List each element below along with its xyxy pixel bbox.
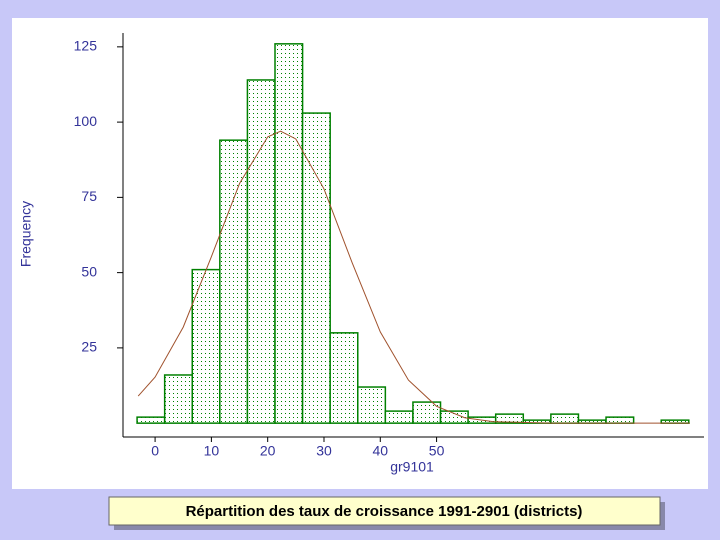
y-tick-label: 25 bbox=[81, 339, 97, 355]
bar bbox=[219, 139, 249, 424]
bar bbox=[605, 416, 635, 424]
x-tick-label: 10 bbox=[204, 443, 220, 459]
caption: Répartition des taux de croissance 1991-… bbox=[186, 503, 583, 520]
bar bbox=[301, 112, 331, 424]
x-tick-label: 0 bbox=[151, 443, 159, 459]
y-axis-label: Frequency bbox=[18, 201, 34, 267]
x-axis-label: gr9101 bbox=[390, 459, 434, 475]
y-tick-label: 50 bbox=[81, 263, 97, 279]
bar bbox=[412, 401, 442, 424]
bar bbox=[329, 332, 359, 424]
x-tick-label: 50 bbox=[429, 443, 445, 459]
bar bbox=[274, 43, 304, 424]
y-tick-label: 75 bbox=[81, 188, 97, 204]
bar bbox=[384, 410, 414, 424]
bar bbox=[357, 386, 387, 424]
y-tick-label: 100 bbox=[74, 113, 98, 129]
bar bbox=[550, 413, 580, 424]
x-tick-label: 40 bbox=[372, 443, 388, 459]
bar bbox=[246, 79, 276, 424]
x-tick-label: 30 bbox=[316, 443, 332, 459]
y-tick-label: 125 bbox=[74, 38, 98, 54]
bar bbox=[494, 413, 525, 424]
density-curve bbox=[137, 130, 690, 424]
x-tick-label: 20 bbox=[260, 443, 276, 459]
bar bbox=[136, 416, 166, 424]
bar bbox=[191, 268, 221, 424]
bar bbox=[163, 374, 193, 424]
caption-box bbox=[108, 496, 661, 526]
